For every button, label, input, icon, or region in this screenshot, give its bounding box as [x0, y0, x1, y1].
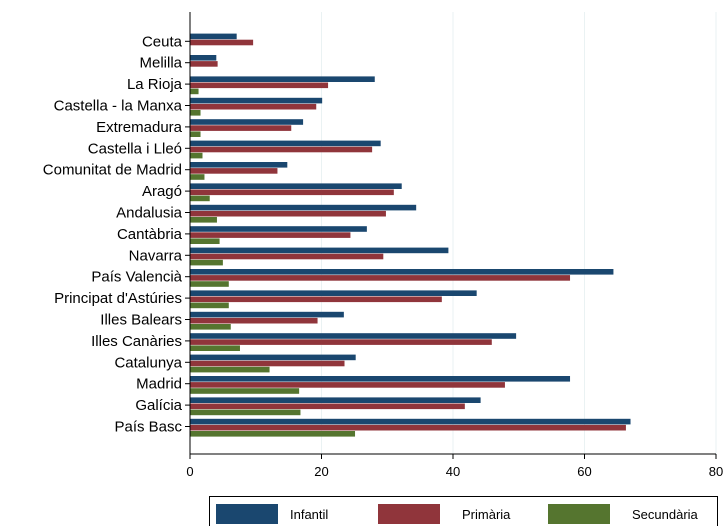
bar-primària — [190, 146, 373, 153]
category-label: Castella - la Manxa — [54, 98, 183, 115]
bar-primària — [190, 232, 351, 238]
x-tick-label: 40 — [446, 464, 460, 479]
bar-infantil — [190, 97, 323, 104]
category-label: Extremadura — [96, 119, 183, 136]
bar-infantil — [190, 76, 375, 82]
bar-secundària — [190, 195, 210, 202]
bar-infantil — [190, 119, 304, 125]
bar-primària — [190, 424, 626, 431]
category-label: Comunitat de Madrid — [43, 162, 182, 179]
bar-secundària — [190, 345, 240, 351]
category-label: Aragó — [142, 183, 182, 200]
category-label: Cantàbria — [117, 226, 183, 243]
bar-secundària — [190, 88, 199, 95]
bar-secundària — [190, 431, 356, 437]
category-label: Illes Balears — [100, 312, 182, 329]
bar-secundària — [190, 174, 205, 180]
bar-infantil — [190, 55, 217, 61]
category-label: Navarra — [129, 247, 183, 264]
bars — [190, 33, 631, 437]
bar-secundària — [190, 409, 301, 416]
bar-secundària — [190, 131, 201, 137]
bar-secundària — [190, 238, 220, 244]
bar-infantil — [190, 183, 402, 189]
bar-secundària — [190, 388, 300, 394]
category-label: Illes Canàries — [91, 333, 182, 350]
category-label: Galícia — [135, 397, 182, 414]
bar-primària — [190, 296, 442, 303]
bar-primària — [190, 103, 317, 110]
category-label: Catalunya — [114, 354, 182, 371]
legend-swatch — [548, 504, 610, 524]
bar-infantil — [190, 269, 614, 275]
bar-primària — [190, 403, 465, 410]
category-label: Principat d'Astúries — [54, 290, 182, 307]
category-label: País Valencià — [91, 269, 182, 286]
legend-label: Primària — [462, 507, 511, 522]
category-labels: Ceuta Melilla La Rioja Castella - la Manxa E… — [43, 33, 183, 435]
category-label: Andalusia — [116, 205, 183, 222]
bar-infantil — [190, 397, 481, 403]
bar-infantil — [190, 333, 517, 339]
bar-secundària — [190, 366, 270, 373]
bar-primària — [190, 61, 218, 67]
bar-infantil — [190, 354, 356, 361]
bar-primària — [190, 210, 386, 217]
legend-label: Secundària — [632, 507, 699, 522]
bar-primària — [190, 317, 318, 324]
bar-secundària — [190, 324, 231, 330]
bar-infantil — [190, 376, 571, 382]
bar-infantil — [190, 311, 344, 318]
bar-primària — [190, 125, 292, 131]
category-label: País Basc — [114, 419, 182, 436]
category-label: Ceuta — [142, 33, 183, 50]
legend: Infantil Primària Secundària — [209, 496, 718, 526]
bar-infantil — [190, 247, 449, 254]
bar-infantil — [190, 33, 237, 40]
bar-primària — [190, 275, 571, 281]
bar-infantil — [190, 226, 367, 232]
x-tick-label: 20 — [314, 464, 328, 479]
bar-secundària — [190, 302, 229, 309]
bar-secundària — [190, 152, 203, 159]
bar-primària — [190, 360, 345, 367]
legend-swatch — [216, 504, 278, 524]
bar-primària — [190, 253, 384, 260]
bar-primària — [190, 382, 505, 388]
bar-secundària — [190, 281, 229, 287]
category-label: La Rioja — [127, 76, 183, 93]
category-label: Castella i Lleó — [88, 140, 182, 157]
bar-infantil — [190, 162, 288, 168]
bar-secundària — [190, 110, 201, 116]
x-tick-labels: 0 20 40 60 80 — [186, 464, 723, 479]
legend-box — [209, 496, 718, 526]
bar-infantil — [190, 290, 477, 296]
bar-infantil — [190, 418, 631, 425]
x-tick-label: 80 — [709, 464, 723, 479]
bar-secundària — [190, 217, 217, 223]
bar-primària — [190, 168, 278, 174]
bar-primària — [190, 339, 492, 345]
axes — [185, 12, 717, 459]
category-label: Madrid — [136, 376, 182, 393]
bar-primària — [190, 189, 394, 196]
bar-primària — [190, 82, 329, 89]
bar-primària — [190, 39, 254, 46]
bar-infantil — [190, 204, 417, 211]
bar-infantil — [190, 140, 381, 147]
x-tick-label: 0 — [186, 464, 193, 479]
category-label: Melilla — [139, 55, 182, 72]
bar-secundària — [190, 259, 223, 266]
legend-swatch — [378, 504, 440, 524]
legend-label: Infantil — [290, 507, 328, 522]
x-tick-label: 60 — [577, 464, 591, 479]
